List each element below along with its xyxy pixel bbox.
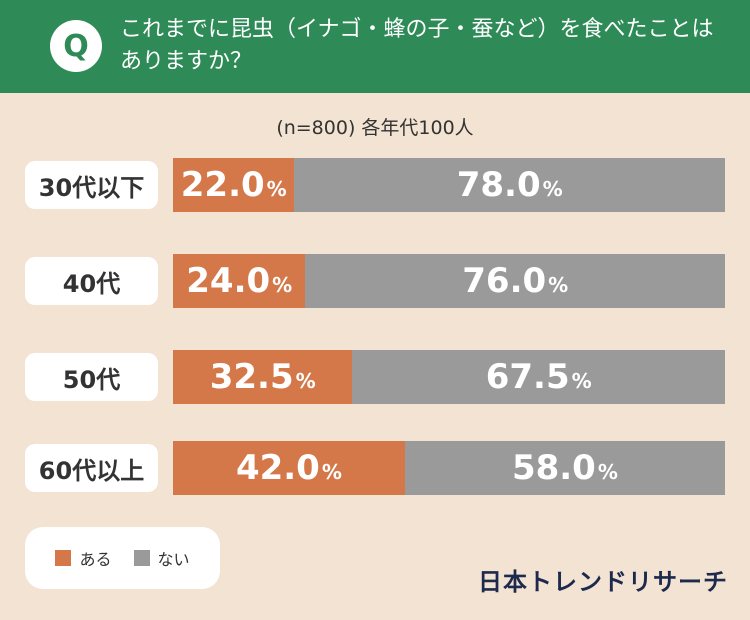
data-label-unit: % (321, 460, 342, 484)
data-label-unit: % (295, 369, 316, 393)
bar-segment-no: 58.0% (404, 441, 725, 495)
data-label: 42.0 (235, 448, 320, 488)
category-label: 60代以上 (25, 444, 158, 492)
data-label-unit: % (597, 460, 618, 484)
data-label-unit: % (548, 273, 569, 297)
brand-logo: 日本トレンドリサーチ (478, 568, 728, 596)
legend-swatch-no (133, 550, 150, 566)
data-label: 76.0 (462, 261, 547, 301)
bar-segment-no: 67.5% (352, 350, 725, 404)
data-label-unit: % (571, 369, 592, 393)
legend-label-no: ない (157, 550, 190, 569)
bar-row: 42.0% 58.0% (173, 441, 725, 495)
data-label: 67.5 (485, 357, 570, 397)
bar-row: 22.0% 78.0% (173, 158, 725, 212)
bar-segment-no: 76.0% (305, 254, 725, 308)
bar-segment-yes: 24.0% (173, 254, 306, 308)
bar-row: 32.5% 67.5% (173, 350, 725, 404)
data-label: 22.0 (180, 165, 265, 205)
category-label: 30代以下 (25, 161, 158, 209)
data-label-unit: % (542, 177, 563, 201)
data-label: 24.0 (186, 261, 271, 301)
data-label: 78.0 (456, 165, 541, 205)
category-label: 40代 (25, 257, 158, 305)
bar-segment-yes: 22.0% (173, 158, 295, 212)
legend-item-yes: ある (55, 546, 112, 570)
legend-item-no: ない (133, 546, 190, 570)
chart-legend: ある ない (25, 527, 220, 589)
question-text: これまでに昆虫（イナゴ・蜂の子・蚕など）を食べたことはありますか？ (120, 17, 714, 74)
data-label: 58.0 (511, 448, 596, 488)
legend-swatch-yes (55, 550, 72, 566)
chart-subtitle: (n=800) 各年代100人 (276, 117, 474, 139)
bar-segment-yes: 42.0% (173, 441, 405, 495)
data-label: 32.5 (209, 357, 294, 397)
bar-row: 24.0% 76.0% (173, 254, 725, 308)
legend-label-yes: ある (79, 550, 112, 569)
bar-segment-no: 78.0% (294, 158, 725, 212)
data-label-unit: % (266, 177, 287, 201)
category-label: 50代 (25, 353, 158, 401)
question-header: Q これまでに昆虫（イナゴ・蜂の子・蚕など）を食べたことはありますか？ (0, 0, 750, 93)
data-label-unit: % (272, 273, 293, 297)
q-badge: Q (50, 20, 102, 72)
bar-segment-yes: 32.5% (173, 350, 353, 404)
